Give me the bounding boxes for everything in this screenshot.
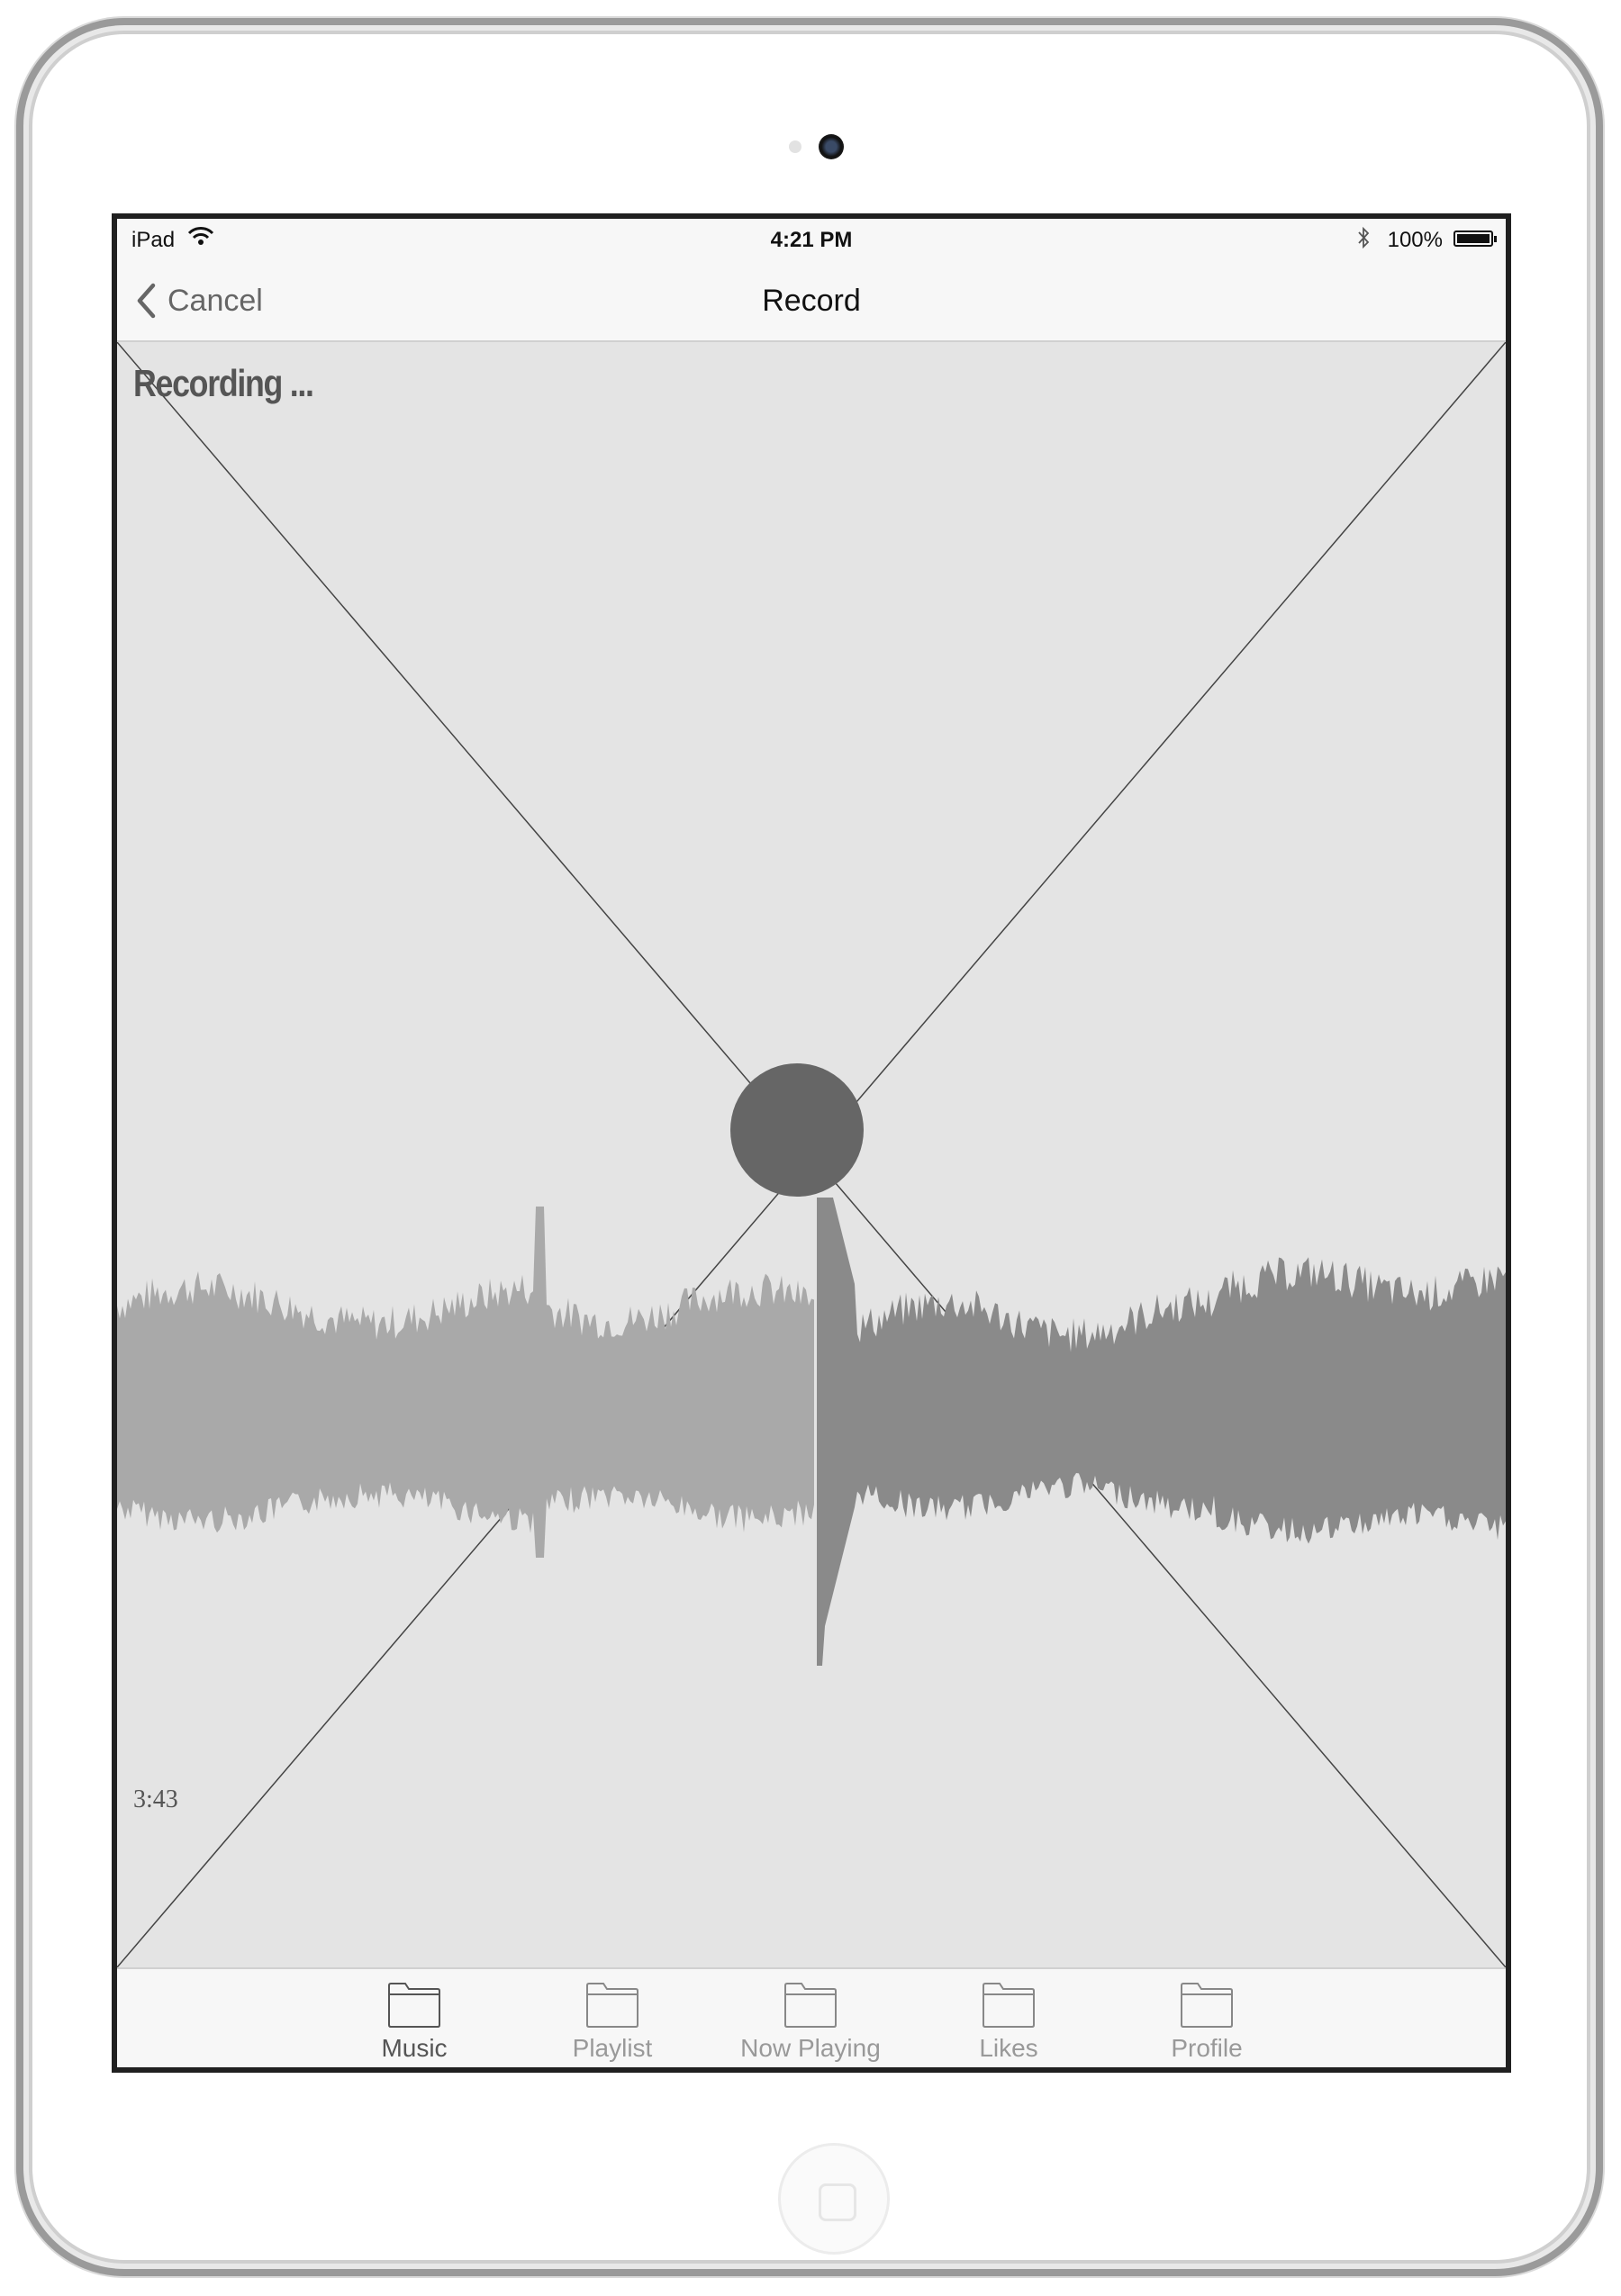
chevron-left-icon <box>137 283 156 319</box>
battery-percent: 100% <box>1387 228 1443 252</box>
light-sensor <box>789 140 801 153</box>
waveform-remaining-segment <box>817 1198 1506 1666</box>
tab-label: Profile <box>1171 2034 1243 2062</box>
tab-label: Likes <box>979 2034 1038 2062</box>
bluetooth-icon <box>1358 226 1370 249</box>
elapsed-time: 3:43 <box>133 1785 178 1813</box>
recording-status-label: Recording ... <box>133 362 314 404</box>
tab-music[interactable]: Music <box>324 1969 504 2067</box>
tab-likes[interactable]: Likes <box>919 1969 1099 2067</box>
tab-bar: Music Playlist Now Playing Likes Profile <box>117 1967 1506 2067</box>
status-time: 4:21 PM <box>770 228 853 252</box>
wifi-icon <box>187 227 214 245</box>
folder-icon <box>983 1983 1035 2028</box>
home-button[interactable] <box>778 2143 890 2255</box>
home-square-icon <box>819 2183 856 2221</box>
screen: iPad 4:21 PM 100% Cancel Record Recordin… <box>112 213 1511 2073</box>
battery-fill <box>1457 234 1490 243</box>
page-title: Record <box>762 284 861 318</box>
tab-label: Now Playing <box>740 2034 881 2062</box>
waveform-played-segment <box>117 1207 814 1558</box>
folder-icon <box>784 1983 837 2028</box>
tab-label: Music <box>381 2034 448 2062</box>
recording-panel: Recording ... 3:43 <box>117 342 1506 1967</box>
folder-icon <box>1181 1983 1233 2028</box>
tab-label: Playlist <box>572 2034 653 2062</box>
carrier-label: iPad <box>131 228 176 252</box>
folder-icon <box>388 1983 440 2028</box>
battery-icon <box>1453 231 1497 247</box>
cancel-label: Cancel <box>168 283 263 318</box>
navigation-bar: Cancel Record <box>117 255 1506 342</box>
folder-icon <box>586 1983 638 2028</box>
record-button[interactable] <box>730 1063 864 1197</box>
status-bar: iPad 4:21 PM 100% <box>117 219 1506 255</box>
front-camera-icon <box>819 134 844 159</box>
tab-profile[interactable]: Profile <box>1117 1969 1297 2067</box>
cancel-button[interactable]: Cancel <box>135 278 263 323</box>
tab-now-playing[interactable]: Now Playing <box>720 1969 901 2067</box>
audio-waveform[interactable] <box>117 1198 1506 1774</box>
tab-playlist[interactable]: Playlist <box>522 1969 702 2067</box>
